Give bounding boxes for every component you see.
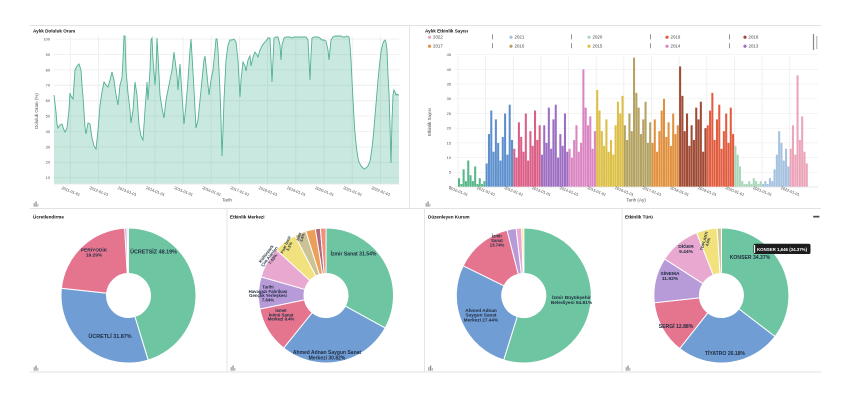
svg-text:7.43%: 7.43%	[267, 253, 278, 266]
svg-text:Aylık Doluluk Oranı: Aylık Doluluk Oranı	[33, 29, 75, 34]
svg-text:2018: 2018	[749, 35, 759, 40]
svg-text:KONSER 1,646 (34.37%): KONSER 1,646 (34.37%)	[757, 247, 808, 252]
svg-text:İzmir Sanat 31.54%: İzmir Sanat 31.54%	[331, 250, 377, 257]
svg-text:9.44%: 9.44%	[679, 249, 694, 255]
svg-text:Ahmed Adnan: Ahmed Adnan	[465, 308, 497, 313]
svg-text:Merkezi 27.44%: Merkezi 27.44%	[464, 317, 499, 322]
svg-text:40: 40	[447, 67, 452, 72]
svg-text:2013: 2013	[749, 44, 759, 49]
svg-text:45: 45	[447, 52, 451, 57]
svg-text:15: 15	[447, 140, 451, 145]
svg-text:2011-01-01: 2011-01-01	[476, 185, 496, 197]
svg-text:60: 60	[46, 98, 51, 103]
svg-text:Etkinlik Türü: Etkinlik Türü	[625, 214, 653, 219]
svg-text:2011-01-01: 2011-01-01	[61, 185, 81, 197]
svg-text:0: 0	[449, 184, 452, 189]
svg-text:30: 30	[447, 96, 452, 101]
svg-text:PERİYODİK: PERİYODİK	[81, 247, 108, 254]
svg-text:Ücretlendirme: Ücretlendirme	[33, 213, 64, 219]
svg-text:SİNEMA: SİNEMA	[660, 270, 679, 277]
svg-text:Merkezi 30.82%: Merkezi 30.82%	[309, 355, 346, 361]
svg-text:ÜCRETSİZ 48.19%: ÜCRETSİZ 48.19%	[130, 248, 177, 255]
svg-text:2014: 2014	[671, 44, 681, 49]
svg-text:Tarihi: Tarihi	[262, 284, 273, 289]
svg-text:İzmir Büyükşehir: İzmir Büyükşehir	[552, 294, 591, 301]
svg-text:5.5%: 5.5%	[285, 241, 294, 252]
svg-text:2016: 2016	[515, 44, 525, 49]
svg-text:Etkinlik Merkezi: Etkinlik Merkezi	[230, 214, 264, 219]
svg-text:2015: 2015	[593, 44, 603, 49]
svg-text:Aylık Etkinlik Sayısı: Aylık Etkinlik Sayısı	[425, 29, 468, 34]
svg-text:10: 10	[447, 155, 452, 160]
svg-text:İzmir: İzmir	[492, 234, 502, 239]
svg-text:2.8%: 2.8%	[299, 232, 306, 242]
svg-text:Etkinlik Sayısı: Etkinlik Sayısı	[427, 108, 432, 136]
svg-text:Belediyesi 54.81%: Belediyesi 54.81%	[551, 300, 593, 306]
svg-text:35: 35	[447, 82, 451, 87]
svg-text:Saygun Sanat: Saygun Sanat	[466, 313, 497, 318]
svg-text:Tarih (Ay): Tarih (Ay)	[626, 198, 646, 203]
svg-text:40: 40	[46, 129, 51, 134]
svg-text:7.64%: 7.64%	[262, 298, 274, 303]
svg-text:70: 70	[46, 83, 51, 88]
svg-text:20: 20	[447, 126, 452, 131]
svg-text:25: 25	[447, 111, 451, 116]
svg-text:Merkezi 9.4%: Merkezi 9.4%	[268, 317, 295, 322]
svg-text:80: 80	[46, 67, 51, 72]
svg-text:10: 10	[46, 175, 51, 180]
svg-text:Doluluk Oranı (%): Doluluk Oranı (%)	[34, 93, 39, 129]
svg-text:19.29%: 19.29%	[86, 252, 103, 258]
svg-text:DİĞER: DİĞER	[678, 242, 694, 250]
svg-text:SERGİ 12.88%: SERGİ 12.88%	[659, 323, 694, 330]
svg-text:5: 5	[449, 170, 451, 175]
svg-text:2020: 2020	[593, 35, 603, 40]
svg-text:İsmet: İsmet	[275, 308, 287, 313]
svg-text:2021: 2021	[515, 35, 525, 40]
svg-text:İnönü Sanat: İnönü Sanat	[269, 312, 294, 317]
svg-text:11.92%: 11.92%	[662, 276, 679, 282]
svg-text:50: 50	[46, 114, 51, 119]
svg-text:Tarih: Tarih	[222, 198, 232, 203]
svg-text:İzmir: İzmir	[296, 231, 303, 241]
svg-text:Havagazı Fabrikası: Havagazı Fabrikası	[249, 289, 288, 294]
svg-text:13.74%: 13.74%	[490, 242, 505, 247]
svg-text:4.6%: 4.6%	[704, 237, 711, 247]
svg-text:30: 30	[46, 144, 51, 149]
svg-text:KONSER 34.37%: KONSER 34.37%	[730, 255, 771, 261]
svg-text:TİYATRO 26.18%: TİYATRO 26.18%	[705, 350, 746, 357]
svg-text:90: 90	[46, 52, 51, 57]
svg-text:Ahmed Adnan Saygun Sanat: Ahmed Adnan Saygun Sanat	[293, 350, 361, 356]
svg-text:20: 20	[46, 160, 51, 165]
svg-text:ÜCRETLİ 31.87%: ÜCRETLİ 31.87%	[88, 333, 131, 340]
svg-text:Düzenleyen Kurum: Düzenleyen Kurum	[428, 214, 470, 219]
svg-text:2017: 2017	[433, 44, 443, 49]
svg-text:Gençlik Yerleşkesi: Gençlik Yerleşkesi	[249, 293, 287, 298]
svg-text:2019: 2019	[671, 35, 681, 40]
svg-text:100: 100	[44, 37, 51, 42]
svg-text:TOPLANTI: TOPLANTI	[699, 231, 709, 251]
svg-text:Sanat: Sanat	[491, 238, 503, 243]
svg-text:2022: 2022	[433, 35, 443, 40]
